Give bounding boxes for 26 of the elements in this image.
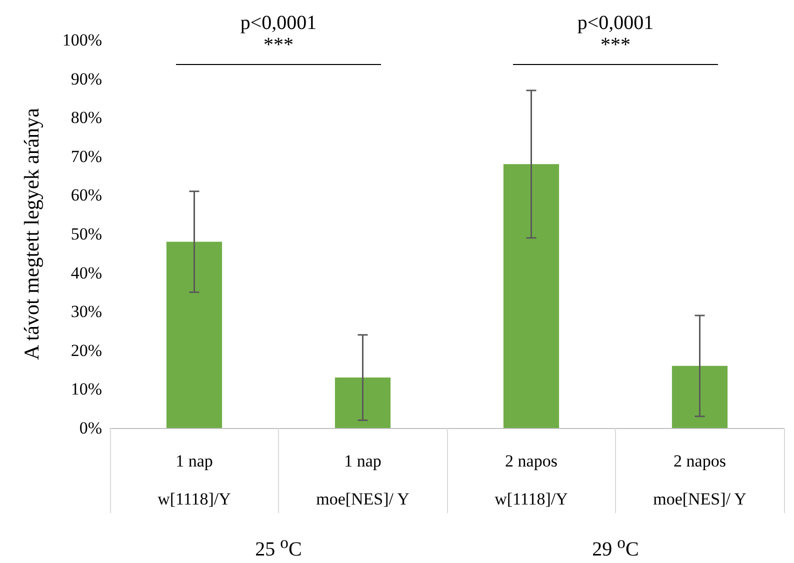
- bar: [166, 242, 222, 428]
- y-tick-label: 50%: [70, 224, 102, 244]
- y-tick-label: 30%: [70, 302, 102, 322]
- y-tick-label: 70%: [70, 146, 102, 166]
- y-tick-label: 20%: [70, 340, 102, 360]
- y-tick-label: 80%: [70, 108, 102, 128]
- y-tick-label: 0%: [79, 418, 102, 438]
- annotation: ***: [264, 34, 294, 57]
- text: 29 $^{o}$C: [592, 533, 639, 562]
- y-tick-label: 40%: [70, 263, 102, 282]
- x-tick-label: 2 napos w[1118]/Y: [494, 452, 568, 508]
- y-tick-label: 10%: [70, 380, 102, 399]
- y-tick-label: 100%: [62, 30, 102, 50]
- y-tick-label: 90%: [70, 69, 102, 88]
- bar: [503, 164, 560, 428]
- x-tick-label: 1 nap moe[NES]/ Y: [316, 452, 410, 508]
- text: p<0,0001: [240, 12, 317, 35]
- bar: [672, 366, 728, 428]
- x-tick-label: 2 napos moe[NES]/ Y: [653, 452, 746, 508]
- y-axis-title: A távot megtett legyek aránya: [20, 107, 44, 360]
- bar: [334, 378, 391, 428]
- text: p<0,0001: [577, 12, 654, 35]
- annotation: ***: [600, 34, 630, 57]
- x-tick-label: 1 nap w[1118]/Y: [158, 452, 231, 508]
- y-tick-label: 60%: [70, 186, 102, 205]
- text: 25 $^{o}$C: [255, 533, 302, 562]
